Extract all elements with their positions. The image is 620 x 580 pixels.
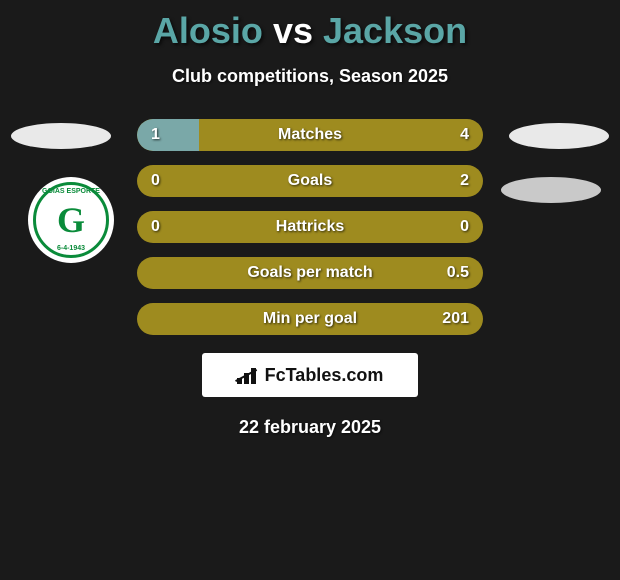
date-label: 22 february 2025 [0,417,620,438]
comparison-card: Alosio vs Jackson Club competitions, Sea… [0,0,620,438]
source-logo[interactable]: FcTables.com [202,353,418,397]
chart-icon [237,366,259,384]
stat-bar-fill [137,119,199,151]
stat-bar: Min per goal 201 [137,303,483,335]
stat-left-value: 0 [151,172,160,190]
stat-left-value: 1 [151,126,160,144]
comparison-bars: 1 Matches 4 0 Goals 2 0 Hattricks 0 Goals per mat… [0,119,620,335]
stat-bar: 0 Hattricks 0 [137,211,483,243]
subtitle: Club competitions, Season 2025 [0,66,620,87]
stat-label: Matches [278,126,342,144]
source-logo-text: FcTables.com [265,365,384,386]
stat-right-value: 0.5 [447,264,469,282]
player1-name: Alosio [153,10,263,51]
player2-name: Jackson [323,10,467,51]
stat-label: Min per goal [263,310,357,328]
stat-bar: 0 Goals 2 [137,165,483,197]
stat-right-value: 201 [442,310,469,328]
vs-text: vs [273,10,313,51]
stat-right-value: 4 [460,126,469,144]
stat-bar: 1 Matches 4 [137,119,483,151]
stat-right-value: 0 [460,218,469,236]
page-title: Alosio vs Jackson [0,0,620,52]
stat-right-value: 2 [460,172,469,190]
stat-label: Hattricks [276,218,344,236]
stat-label: Goals per match [247,264,372,282]
stat-bar: Goals per match 0.5 [137,257,483,289]
stat-label: Goals [288,172,332,190]
stat-left-value: 0 [151,218,160,236]
